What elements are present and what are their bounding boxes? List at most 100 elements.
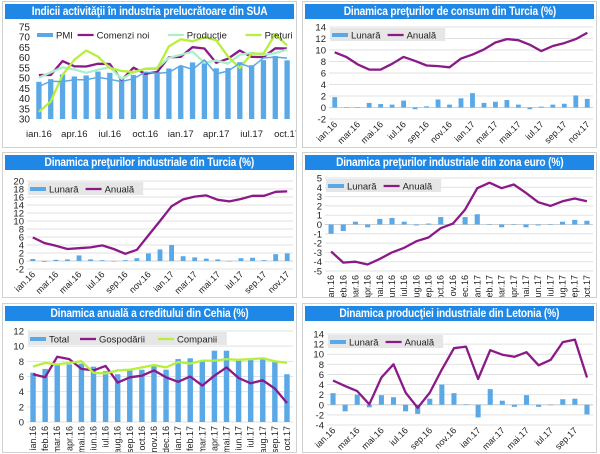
- x-tick-label: oct.16: [132, 129, 158, 140]
- x-tick-label: apr.17: [203, 129, 229, 140]
- y-tick-label: 2: [319, 390, 324, 401]
- bar-lunară: [226, 261, 232, 262]
- bar-lunară: [111, 261, 117, 262]
- bar-lunară: [65, 259, 70, 261]
- legend: Lunară Anuală: [328, 335, 444, 349]
- bar-total: [199, 360, 206, 422]
- x-tick-label: ian.16: [28, 426, 38, 451]
- bar-pmi: [237, 62, 243, 119]
- bar-lunară: [427, 398, 433, 405]
- bar-lunară: [192, 257, 198, 261]
- x-tick-label: mar.16: [336, 119, 363, 146]
- x-tick-label: apr.16: [363, 275, 373, 297]
- bar-total: [102, 371, 109, 422]
- x-tick-label: mai.17: [196, 269, 222, 295]
- bar-lunară: [424, 106, 429, 108]
- y-tick-label: 55: [19, 63, 31, 74]
- legend-entry: Comenzi noi: [97, 31, 150, 42]
- y-tick-label: 16: [13, 193, 24, 204]
- bar-total: [151, 364, 157, 422]
- chart-title: Dinamica preţurilor industriale din zona…: [305, 155, 594, 170]
- chart-title-text: Dinamica producţiei industriale din Leto…: [339, 306, 560, 320]
- x-tick-label: iul.16: [101, 426, 111, 448]
- bar-lunară: [584, 404, 590, 415]
- x-tick-label: dec.16: [161, 426, 171, 452]
- bar-total: [54, 365, 60, 422]
- legend-entry: PMI: [56, 31, 73, 42]
- bar-lunară: [30, 259, 36, 261]
- x-tick-label: aug.16: [411, 275, 421, 297]
- legend: Lunară Anuală: [28, 182, 144, 196]
- bar-pmi: [83, 75, 89, 119]
- y-tick-label: 1: [317, 211, 322, 222]
- x-tick-label: mai.17: [521, 275, 531, 297]
- bar-lunară: [561, 103, 567, 108]
- bar-pmi: [130, 75, 137, 119]
- x-tick-label: sep.17: [553, 425, 579, 451]
- bar-lunară: [273, 254, 279, 261]
- x-tick-label: mai.16: [360, 425, 386, 451]
- bar-total: [211, 350, 218, 422]
- bar-lunară: [342, 404, 348, 412]
- bar-lunară: [470, 93, 475, 108]
- bar-lunară: [425, 223, 432, 225]
- bar-total: [272, 362, 278, 422]
- y-tick-label: 2: [321, 92, 326, 103]
- bar-lunară: [76, 255, 82, 261]
- chart-title: Indicii activităţii în industria prelucr…: [5, 4, 294, 19]
- y-tick-label: 8: [19, 357, 24, 368]
- y-tick-label: 10: [13, 217, 24, 228]
- bar-total: [114, 374, 121, 422]
- x-tick-label: apr.17: [509, 275, 519, 297]
- y-tick-label: -2: [318, 115, 326, 126]
- x-tick-label: ian.17: [152, 269, 176, 293]
- chart-title: Dinamica anuală a creditului din Cehia (…: [5, 306, 294, 321]
- bar-lunară: [53, 259, 59, 261]
- bar-pmi: [284, 60, 290, 119]
- bar-lunară: [122, 260, 128, 261]
- x-tick-label: oct.17: [274, 129, 296, 140]
- bar-total: [30, 372, 36, 422]
- x-tick-label: iul.17: [240, 129, 263, 140]
- y-tick-label: -2: [16, 265, 24, 276]
- y-tick-label: 12: [13, 209, 24, 220]
- x-tick-label: mar.16: [350, 275, 360, 297]
- bar-lunară: [560, 399, 566, 405]
- y-tick-label: 6: [321, 69, 326, 80]
- x-tick-label: nov.16: [127, 269, 153, 295]
- x-tick-label: aug.17: [258, 426, 268, 452]
- bar-lunară: [180, 256, 186, 261]
- bar-pmi: [36, 81, 42, 119]
- bar-lunară: [134, 258, 140, 261]
- bar-lunară: [215, 259, 221, 261]
- bar-total: [127, 370, 133, 422]
- bar-lunară: [366, 404, 372, 408]
- bar-lunară: [511, 224, 517, 225]
- x-tick-label: sep.16: [408, 425, 434, 451]
- bar-pmi: [107, 72, 113, 119]
- y-tick-label: 10: [13, 342, 24, 353]
- x-tick-label: sep.17: [543, 119, 569, 145]
- bar-lunară: [439, 384, 445, 405]
- bar-lunară: [572, 219, 578, 225]
- x-tick-label: nov.17: [266, 269, 292, 295]
- bar-lunară: [527, 107, 533, 110]
- x-tick-label: ian.17: [173, 426, 183, 451]
- bar-lunară: [340, 224, 346, 232]
- bar-lunară: [355, 107, 361, 108]
- chart-panel-czech-credit: Dinamica anuală a creditului din Cehia (…: [2, 303, 297, 453]
- bar-lunară: [463, 404, 469, 405]
- x-tick-label: dec.16: [460, 275, 470, 297]
- bar-lunară: [475, 404, 481, 418]
- y-tick-label: 45: [19, 84, 31, 95]
- bar-lunară: [487, 389, 493, 405]
- x-tick-label: sep.16: [405, 119, 431, 145]
- bar-lunară: [474, 214, 480, 225]
- x-tick-label: mar.17: [173, 269, 200, 296]
- bar-lunară: [365, 224, 371, 228]
- bar-total: [90, 366, 97, 422]
